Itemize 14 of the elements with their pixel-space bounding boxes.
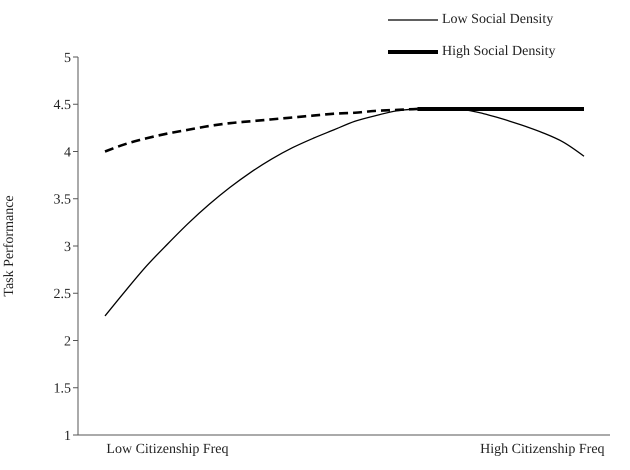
y-tick-label: 5	[64, 50, 71, 66]
y-tick-label: 3.5	[54, 192, 71, 208]
y-tick-label: 2	[64, 334, 71, 350]
y-tick-label: 1	[64, 428, 71, 444]
y-tick-label: 4.5	[54, 98, 71, 114]
y-tick-label: 4	[64, 145, 71, 160]
y-tick-label: 2.5	[54, 287, 71, 302]
x-tick-label: High Citizenship Freq	[480, 442, 605, 457]
y-tick-label: 1.5	[54, 382, 71, 397]
y-axis-title: Task Performance	[2, 195, 17, 297]
legend-label: Low Social Density	[442, 12, 554, 28]
legend-label: High Social Density	[442, 44, 556, 60]
y-tick-label: 3	[64, 240, 71, 255]
x-tick-label: Low Citizenship Freq	[106, 442, 229, 457]
